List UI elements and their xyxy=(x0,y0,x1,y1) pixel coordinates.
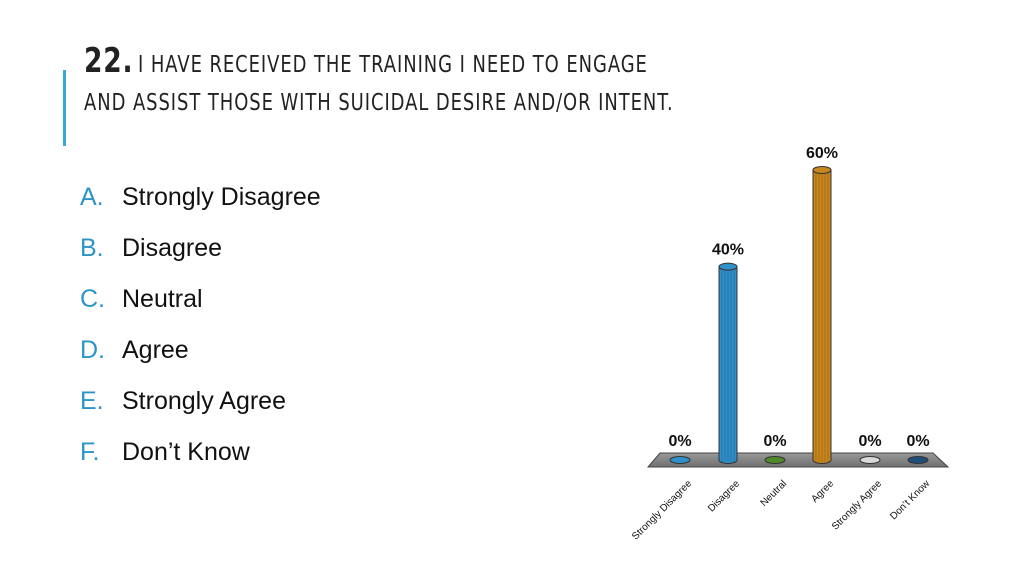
option-e: E. Strongly Agree xyxy=(80,376,321,427)
answer-options: A. Strongly Disagree B. Disagree C. Neutral… xyxy=(80,172,321,478)
option-label: Agree xyxy=(122,336,189,364)
bar-top-agree xyxy=(812,166,832,174)
bar-strongly-agree xyxy=(859,456,881,464)
category-label-neutral: Neutral xyxy=(759,478,790,509)
option-letter: E. xyxy=(80,387,104,415)
category-label-strongly-agree: Strongly Agree xyxy=(830,478,884,532)
option-c: C. Neutral xyxy=(80,274,321,325)
value-label-strongly-disagree: 0% xyxy=(668,433,691,450)
option-d: D. Agree xyxy=(80,325,321,376)
bar-strongly-disagree xyxy=(669,456,691,464)
bar-top-disagree xyxy=(718,262,738,271)
category-label-agree: Agree xyxy=(809,478,836,505)
category-label-disagree: Disagree xyxy=(706,478,742,514)
option-label: Strongly Disagree xyxy=(122,183,321,211)
option-label: Disagree xyxy=(122,234,223,262)
category-label-strongly-disagree: Strongly Disagree xyxy=(630,478,694,542)
value-label-neutral: 0% xyxy=(763,433,786,450)
option-letter: A. xyxy=(80,183,104,211)
option-f: F. Don’t Know xyxy=(80,427,321,478)
value-label-don-t-know: 0% xyxy=(906,433,929,450)
option-letter: D. xyxy=(80,336,105,364)
page-title: 22. I have received the training I need t… xyxy=(84,42,677,122)
question-text: I have received the training I need to e… xyxy=(84,52,674,116)
value-label-agree: 60% xyxy=(806,145,838,162)
accent-bar xyxy=(63,70,66,146)
bar-neutral xyxy=(764,456,786,464)
chart-floor xyxy=(646,452,950,468)
option-label: Neutral xyxy=(122,285,203,313)
option-letter: C. xyxy=(80,285,105,313)
value-label-disagree: 40% xyxy=(712,242,744,259)
option-label: Don’t Know xyxy=(122,438,250,466)
bar-chart: 0% Strongly Disagree 40% Disagree 0% Neutral 6… xyxy=(630,145,950,542)
value-label-strongly-agree: 0% xyxy=(858,433,881,450)
option-label: Strongly Agree xyxy=(122,387,286,415)
category-label-don-t-know: Don’t Know xyxy=(888,478,932,522)
bar-disagree xyxy=(718,266,738,464)
option-letter: B. xyxy=(80,234,104,262)
option-b: B. Disagree xyxy=(80,223,321,274)
bar-agree xyxy=(812,169,832,464)
option-a: A. Strongly Disagree xyxy=(80,172,321,223)
question-number: 22. xyxy=(84,41,134,81)
bar-don-t-know xyxy=(907,456,929,464)
option-letter: F. xyxy=(80,438,100,466)
